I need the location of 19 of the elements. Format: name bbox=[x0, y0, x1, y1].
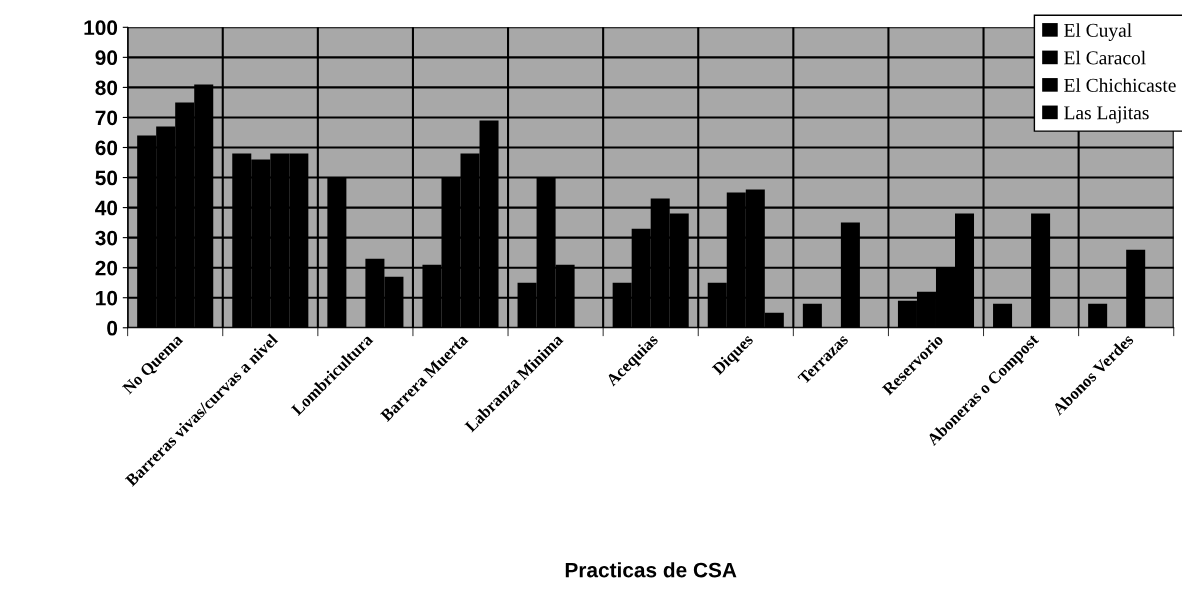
y-tick-label: 20 bbox=[95, 260, 118, 276]
y-tick-label: 30 bbox=[95, 230, 118, 246]
bar bbox=[993, 303, 1013, 328]
legend-label: Las Lajitas bbox=[1064, 106, 1149, 124]
y-tick-label: 70 bbox=[95, 110, 118, 126]
y-tick-label: 50 bbox=[95, 170, 118, 186]
legend-label: El Caracol bbox=[1064, 50, 1146, 65]
y-tick-label: 60 bbox=[95, 140, 118, 156]
y-tick-label: 10 bbox=[96, 290, 118, 306]
bar bbox=[1088, 303, 1108, 328]
y-tick-label: 40 bbox=[95, 200, 118, 216]
y-tick-label: 100 bbox=[84, 20, 118, 36]
bar bbox=[802, 303, 822, 328]
y-tick-label: 90 bbox=[95, 50, 118, 66]
y-tick-label: 80 bbox=[95, 80, 118, 96]
x-axis-title: Practicas de CSA bbox=[565, 562, 737, 578]
legend-label: El Cuyal bbox=[1064, 23, 1132, 41]
y-tick-label: 0 bbox=[107, 320, 118, 336]
legend-label: El Chichicaste bbox=[1064, 78, 1176, 92]
